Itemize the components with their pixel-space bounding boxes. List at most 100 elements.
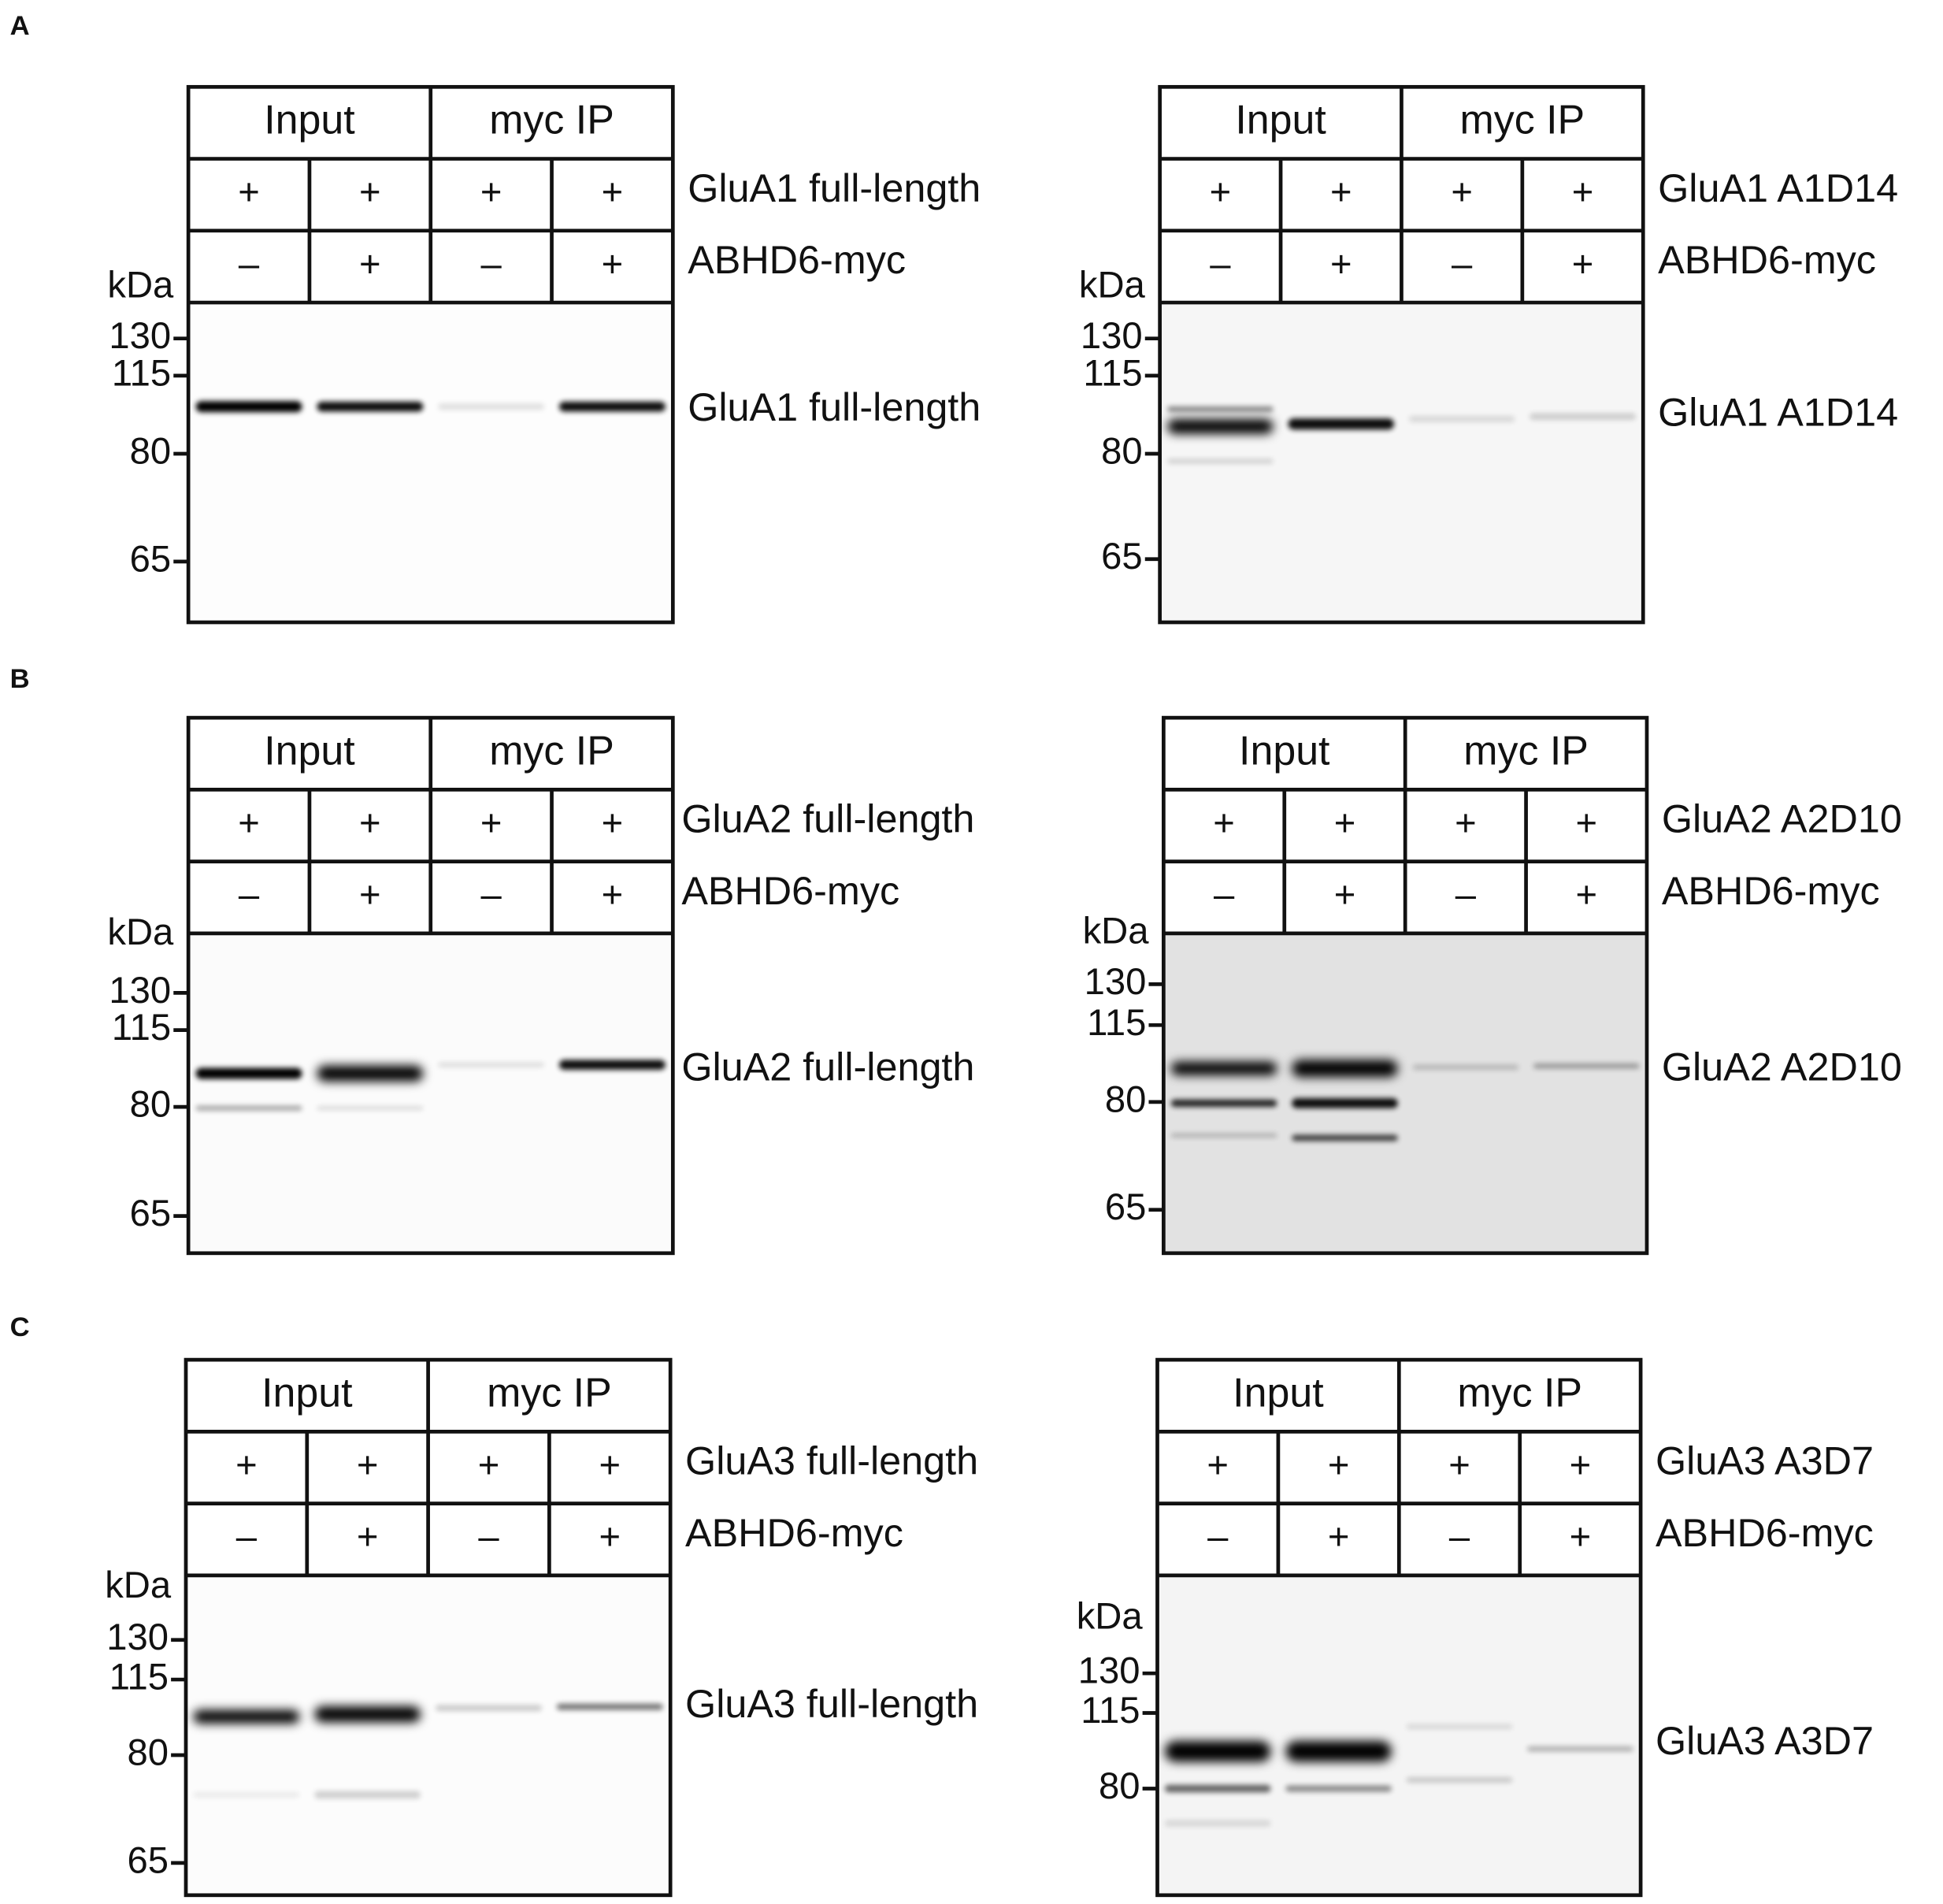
- sign: –: [236, 1516, 258, 1558]
- row-label: GluA3 full-length: [685, 1438, 978, 1483]
- sign: +: [235, 1444, 258, 1486]
- unit-label: kDa: [1079, 265, 1146, 306]
- band: [317, 401, 424, 412]
- sign: +: [1330, 243, 1352, 285]
- sign: +: [1334, 874, 1356, 916]
- band: [1292, 1060, 1398, 1078]
- marker-label: 115: [1083, 352, 1142, 394]
- header-label: Input: [1239, 728, 1330, 774]
- header-label: myc IP: [1460, 98, 1585, 143]
- sign: +: [602, 243, 624, 285]
- band-label: GluA3 full-length: [685, 1681, 978, 1726]
- sign: +: [602, 802, 624, 844]
- marker-label: 65: [130, 538, 171, 580]
- marker-label: 80: [130, 1084, 171, 1126]
- band: [1292, 1098, 1398, 1108]
- band: [558, 401, 666, 412]
- sign: –: [1455, 874, 1477, 916]
- row-label: GluA2 full-length: [681, 796, 974, 841]
- sign: +: [480, 802, 502, 844]
- sign: +: [238, 802, 260, 844]
- band: [1406, 1777, 1513, 1783]
- sign: +: [357, 1444, 379, 1486]
- band: [1412, 1064, 1519, 1070]
- header-label: Input: [261, 1370, 353, 1416]
- sign: +: [599, 1444, 621, 1486]
- marker-label: 130: [106, 1616, 169, 1658]
- gel: [1163, 933, 1647, 1253]
- sign: –: [481, 243, 502, 285]
- gel: [1157, 1575, 1641, 1895]
- row-label: GluA1 full-length: [688, 165, 981, 210]
- header-label: myc IP: [489, 728, 614, 774]
- marker-label: 80: [1105, 1078, 1147, 1120]
- band-label: GluA1 A1D14: [1658, 390, 1898, 435]
- marker-label: 130: [1085, 961, 1147, 1003]
- row-label: GluA1 A1D14: [1658, 165, 1898, 210]
- unit-label: kDa: [107, 265, 174, 306]
- sign: +: [1451, 172, 1473, 213]
- sign: +: [1575, 874, 1597, 916]
- marker-label: 130: [1081, 315, 1143, 357]
- marker-label: 115: [112, 352, 171, 394]
- blot: Input myc IP + + + + GluA1 full-length – + – + ABHD…: [107, 84, 981, 625]
- marker-label: 115: [109, 1657, 169, 1698]
- band: [195, 1067, 302, 1079]
- band: [314, 1705, 421, 1723]
- band: [317, 1106, 424, 1111]
- band: [1164, 1784, 1271, 1793]
- band: [1292, 1134, 1398, 1141]
- row-label: GluA3 A3D7: [1656, 1438, 1874, 1483]
- band: [195, 401, 302, 413]
- sign: +: [1570, 1444, 1592, 1486]
- blot: Input myc IP + + + + GluA2 A2D10 – + – + ABHD6-myc k…: [1083, 715, 1902, 1256]
- band-label: GluA2 full-length: [681, 1044, 974, 1089]
- sign: +: [238, 172, 260, 213]
- band: [558, 1060, 666, 1070]
- sign: +: [1448, 1444, 1470, 1486]
- header-label: myc IP: [1463, 728, 1589, 774]
- sign: –: [481, 874, 502, 916]
- marker-label: 80: [127, 1731, 169, 1773]
- panel-letter: C: [10, 1312, 30, 1342]
- band: [1406, 1724, 1513, 1729]
- sign: +: [602, 172, 624, 213]
- band: [1164, 1740, 1271, 1762]
- sign: +: [1572, 243, 1594, 285]
- band: [193, 1792, 300, 1798]
- band: [195, 1105, 302, 1111]
- marker-label: 80: [1099, 1765, 1140, 1807]
- marker-label: 80: [1101, 430, 1143, 472]
- band: [1164, 1820, 1271, 1827]
- sign: –: [478, 1516, 499, 1558]
- header-label: myc IP: [487, 1370, 612, 1416]
- marker-label: 65: [1105, 1186, 1147, 1228]
- band: [436, 1705, 542, 1712]
- sign: –: [1207, 1516, 1229, 1558]
- row-label: ABHD6-myc: [1656, 1510, 1874, 1555]
- band-label: GluA1 full-length: [688, 384, 981, 429]
- row-label: ABHD6-myc: [688, 237, 906, 282]
- sign: +: [478, 1444, 500, 1486]
- blot: Input myc IP + + + + GluA2 full-length – + – + ABHD…: [107, 715, 974, 1256]
- gel: [188, 933, 673, 1253]
- band: [193, 1709, 300, 1724]
- gel: [186, 1575, 671, 1895]
- marker-label: 115: [1087, 1002, 1146, 1044]
- marker-label: 115: [112, 1007, 171, 1048]
- row-label: GluA2 A2D10: [1662, 796, 1902, 841]
- sign: +: [1210, 172, 1232, 213]
- band-label: GluA2 A2D10: [1662, 1044, 1902, 1089]
- sign: +: [359, 243, 381, 285]
- band: [438, 403, 545, 410]
- sign: +: [1455, 802, 1477, 844]
- band: [1167, 406, 1274, 412]
- unit-label: kDa: [1083, 910, 1150, 952]
- unit-label: kDa: [1077, 1595, 1144, 1637]
- band: [556, 1703, 663, 1710]
- band: [1533, 1063, 1640, 1069]
- marker-label: 65: [1101, 536, 1143, 577]
- sign: +: [1334, 802, 1356, 844]
- sign: +: [359, 172, 381, 213]
